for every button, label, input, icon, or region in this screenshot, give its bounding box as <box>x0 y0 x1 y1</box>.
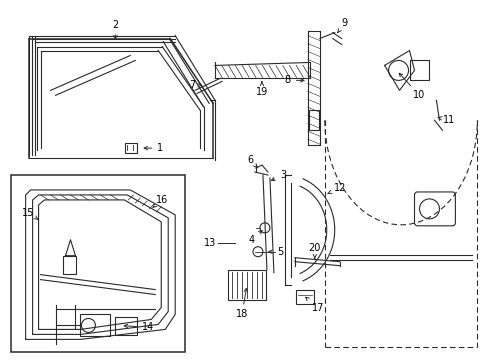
Text: 14: 14 <box>124 323 154 332</box>
Text: 1: 1 <box>144 143 163 153</box>
Text: 10: 10 <box>398 73 425 100</box>
Circle shape <box>81 319 95 332</box>
FancyBboxPatch shape <box>414 192 454 226</box>
Text: 4: 4 <box>248 230 262 245</box>
Bar <box>125 143 137 153</box>
Circle shape <box>260 223 269 233</box>
Circle shape <box>252 247 263 257</box>
Text: 7: 7 <box>189 80 201 90</box>
Circle shape <box>388 60 407 80</box>
Text: 16: 16 <box>153 195 168 207</box>
Bar <box>308 110 318 130</box>
Text: 19: 19 <box>255 82 267 97</box>
Bar <box>81 315 110 336</box>
Text: 11: 11 <box>437 115 455 125</box>
Text: 9: 9 <box>337 18 347 33</box>
Bar <box>408 60 428 80</box>
Bar <box>62 256 76 274</box>
Text: 15: 15 <box>22 208 38 219</box>
Bar <box>227 270 265 300</box>
Text: 8: 8 <box>284 75 304 85</box>
Text: 13: 13 <box>203 238 216 248</box>
Text: 6: 6 <box>246 155 257 168</box>
Text: 2: 2 <box>112 19 118 39</box>
Bar <box>295 289 313 303</box>
Bar <box>115 318 137 336</box>
Text: 3: 3 <box>271 170 285 180</box>
Bar <box>11 175 185 352</box>
Text: 20: 20 <box>308 243 320 258</box>
Text: 12: 12 <box>327 183 345 193</box>
Circle shape <box>419 199 439 219</box>
Text: 5: 5 <box>268 247 283 257</box>
Text: 17: 17 <box>305 297 324 312</box>
Text: 18: 18 <box>235 288 247 319</box>
